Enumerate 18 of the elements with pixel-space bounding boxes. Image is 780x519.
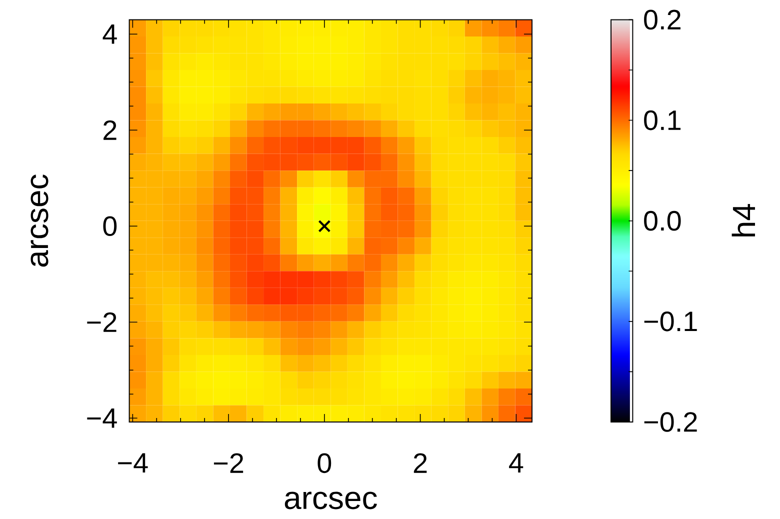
y-axis-title: arcsec xyxy=(30,174,48,267)
x-axis-title: arcsec xyxy=(284,492,377,510)
x-tick-label: 2 xyxy=(414,453,427,473)
color-bar-label: −0.1 xyxy=(644,312,697,332)
x-tick-label: −2 xyxy=(214,453,244,473)
color-bar-label: 0.0 xyxy=(644,210,681,231)
color-bar-label: 0.1 xyxy=(644,110,681,130)
x-tick-label: 0 xyxy=(318,453,332,474)
y-tick-label: 2 xyxy=(104,120,116,140)
color-bar-title: h4 xyxy=(732,204,755,236)
color-bar-label: 0.2 xyxy=(644,10,680,30)
x-tick-label: −4 xyxy=(118,453,148,473)
y-tick-label: 4 xyxy=(102,24,117,44)
y-tick-label: −2 xyxy=(87,312,116,332)
y-tick-label: −4 xyxy=(87,408,117,428)
color-bar-label: −0.2 xyxy=(644,412,697,432)
y-tick-label: 0 xyxy=(103,216,117,236)
x-tick-label: 4 xyxy=(509,453,524,473)
